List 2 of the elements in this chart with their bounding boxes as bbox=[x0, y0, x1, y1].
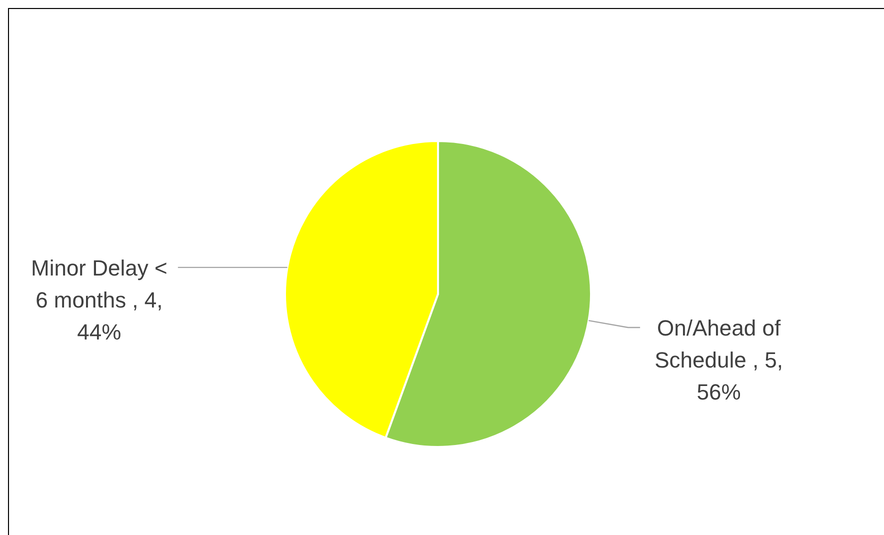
slice-label: On/Ahead of Schedule , 5, 56% bbox=[654, 316, 784, 405]
slice-label: Minor Delay < 6 months , 4, 44% bbox=[31, 255, 168, 344]
